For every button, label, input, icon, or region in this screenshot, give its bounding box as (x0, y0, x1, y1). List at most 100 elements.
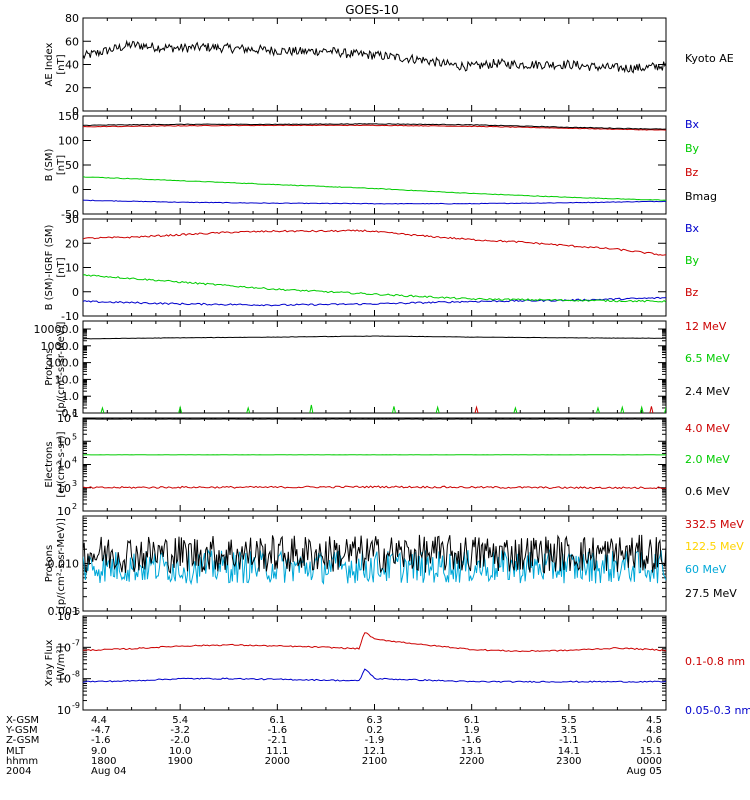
footer-value: 4.8 (646, 725, 662, 736)
series-line (83, 39, 666, 74)
y-tick-label: 10 (57, 459, 71, 472)
footer-value: -1.6 (462, 735, 482, 746)
series-mark (474, 405, 479, 413)
y-tick-label: 0 (72, 184, 79, 197)
panel-bigrf: -10 0 10 20 30 B (SM)-IGRF (SM) [nT] Bx By Bz (44, 213, 700, 323)
y-tick-label: 0 (72, 286, 79, 299)
panel-ae: 0 20 40 60 80 AE Index [nT] Kyoto AE (44, 12, 734, 118)
series-mark (178, 405, 183, 413)
series-group (83, 229, 666, 307)
series-mark (309, 404, 314, 413)
series-mark (649, 406, 654, 413)
y-tick-label: 10 (65, 262, 79, 275)
series-mark (664, 406, 666, 413)
legend-entry: 2.0 MeV (685, 453, 730, 466)
legend-entry: By (685, 142, 700, 155)
y-tick-label: 1.0 (62, 390, 80, 403)
series-mark (620, 405, 625, 413)
panel-frame (82, 115, 667, 215)
y-axis-label: [W/m²] (56, 645, 67, 680)
legend-entry: 60 MeV (685, 563, 727, 576)
series-mark (100, 406, 105, 413)
y-tick-label: 100.0 (48, 357, 80, 370)
footer-value: 1.9 (464, 725, 480, 736)
y-axis-label: [e/(cm²-s-sr)] (56, 431, 67, 497)
series-group (83, 39, 666, 74)
footer-value: 5.4 (172, 715, 188, 726)
y-tick-label: 10.0 (55, 373, 80, 386)
y-axis-label: Xray Flux (44, 639, 55, 686)
series-line (83, 668, 666, 683)
y-axis-label: Protons (44, 545, 55, 582)
y-tick-exponent: 5 (72, 432, 77, 441)
y-tick-label: 10 (57, 412, 71, 425)
footer-value: 0000 (637, 756, 662, 767)
footer-value: 11.1 (266, 746, 288, 757)
y-tick-label: 1000.0 (41, 340, 80, 353)
legend-entry: 0.1-0.8 nm (685, 655, 745, 668)
y-tick-exponent: 3 (72, 479, 77, 488)
legend-entry: 2.4 MeV (685, 385, 730, 398)
series-line (83, 229, 666, 256)
panel-protons_low: 0.1 1.0 10.0 100.0 1000.0 10000.0 Protons [p/(c… (34, 320, 731, 420)
y-axis-label: B (SM)-IGRF (SM) (44, 225, 55, 311)
y-tick-label: 80 (65, 12, 79, 25)
y-tick-label: 20 (65, 237, 79, 250)
y-tick-label: 0.010 (48, 558, 80, 571)
footer-row-label: Z-GSM (6, 735, 39, 746)
series-line (83, 274, 666, 303)
y-tick-label: 10 (57, 641, 71, 654)
y-axis-label: [p/(cm²-s-sr-MeV)] (56, 518, 67, 609)
footer-row-label: MLT (6, 746, 26, 757)
footer-value: -2.1 (268, 735, 288, 746)
y-axis-label: B (SM) (44, 148, 55, 181)
series-line (83, 335, 666, 340)
legend-entry: 122.5 MeV (685, 540, 744, 553)
figure-title: GOES-10 (345, 3, 399, 17)
series-line (83, 124, 666, 131)
panel-frame (82, 320, 667, 414)
y-axis-label: [nT] (56, 54, 67, 74)
legend-entry: 12 MeV (685, 320, 727, 333)
series-line (83, 199, 666, 205)
footer-table: X-GSMY-GSMZ-GSMMLThhmm20044.4-4.7-1.69.0… (5, 715, 662, 777)
y-axis-label: Protons (44, 348, 55, 385)
y-tick-exponent: -7 (72, 638, 80, 647)
y-tick-label: 10 (57, 704, 71, 717)
panel-frame (82, 615, 667, 711)
footer-value: -1.9 (365, 735, 385, 746)
footer-value: 1800 (91, 756, 116, 767)
y-axis-label: [p/(cm²-s-sr-MeV)] (56, 321, 67, 412)
legend-entry: Bmag (685, 190, 717, 203)
y-tick-label: 0.001 (48, 605, 80, 618)
y-tick-exponent: -8 (72, 670, 80, 679)
footer-value: 0.2 (367, 725, 383, 736)
footer-value: -2.0 (170, 735, 190, 746)
footer-value: -1.6 (91, 735, 111, 746)
y-tick-exponent: -6 (72, 607, 80, 616)
y-axis-label: [nT] (56, 155, 67, 175)
series-group (83, 335, 666, 413)
footer-value: 4.5 (646, 715, 662, 726)
legend-entry: Kyoto AE (685, 52, 734, 65)
legend-entry: Bx (685, 222, 700, 235)
series-line (83, 485, 666, 490)
footer-value: 14.1 (558, 746, 580, 757)
legend-entry: By (685, 254, 700, 267)
footer-value: 2300 (556, 756, 581, 767)
legend-entry: 0.6 MeV (685, 485, 730, 498)
y-tick-exponent: 2 (72, 502, 77, 511)
footer-value: Aug 04 (91, 766, 126, 777)
y-axis-label: [nT] (56, 257, 67, 277)
y-tick-label: 10000.0 (34, 323, 80, 336)
legend-entry: 6.5 MeV (685, 352, 730, 365)
y-tick-label: 30 (65, 213, 79, 226)
y-tick-label: 10 (57, 673, 71, 686)
footer-row-label: hhmm (6, 756, 38, 767)
footer-value: -4.7 (91, 725, 111, 736)
y-axis-label: AE Index (44, 42, 55, 86)
